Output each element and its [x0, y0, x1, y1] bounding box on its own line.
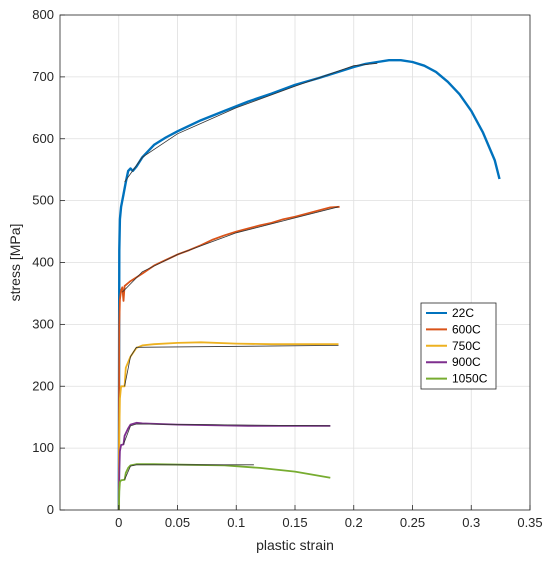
y-tick-label: 400 [32, 255, 54, 270]
legend-label-600C: 600C [452, 322, 481, 336]
x-tick-label: 0.25 [400, 515, 425, 530]
y-tick-label: 800 [32, 7, 54, 22]
y-axis-label: stress [MPa] [7, 224, 23, 302]
y-tick-label: 600 [32, 131, 54, 146]
fit-line [124, 345, 339, 387]
legend-label-900C: 900C [452, 355, 481, 369]
y-tick-label: 0 [47, 502, 54, 517]
fit-line [124, 62, 378, 183]
x-tick-label: 0.3 [462, 515, 480, 530]
fit-line [123, 423, 331, 445]
x-axis-label: plastic strain [256, 537, 334, 553]
y-tick-label: 100 [32, 440, 54, 455]
legend-label-750C: 750C [452, 339, 481, 353]
x-tick-label: 0.35 [517, 515, 542, 530]
x-tick-label: 0.1 [227, 515, 245, 530]
grid [60, 14, 531, 511]
series-line-900C [117, 421, 331, 511]
y-tick-label: 200 [32, 378, 54, 393]
series-line-1050C [117, 463, 331, 511]
x-tick-label: 0 [115, 515, 122, 530]
y-tick-label: 500 [32, 193, 54, 208]
fit-line [124, 464, 254, 480]
series-line-22C [117, 59, 501, 511]
y-tick-label: 300 [32, 316, 54, 331]
axis-ticks: 0 0.05 0.1 0.15 0.2 0.25 0.3 0.35 0 100 200 300 400 5… [32, 7, 542, 530]
x-tick-label: 0.15 [282, 515, 307, 530]
series-line-750C [117, 341, 339, 511]
plot-area [117, 59, 501, 511]
legend-label-22C: 22C [452, 306, 474, 320]
legend-label-1050C: 1050C [452, 372, 488, 386]
x-tick-label: 0.05 [165, 515, 190, 530]
y-tick-label: 700 [32, 69, 54, 84]
legend: 22C 600C 750C 900C 1050C [420, 302, 497, 390]
fit-line [122, 206, 339, 293]
x-tick-label: 0.2 [345, 515, 363, 530]
